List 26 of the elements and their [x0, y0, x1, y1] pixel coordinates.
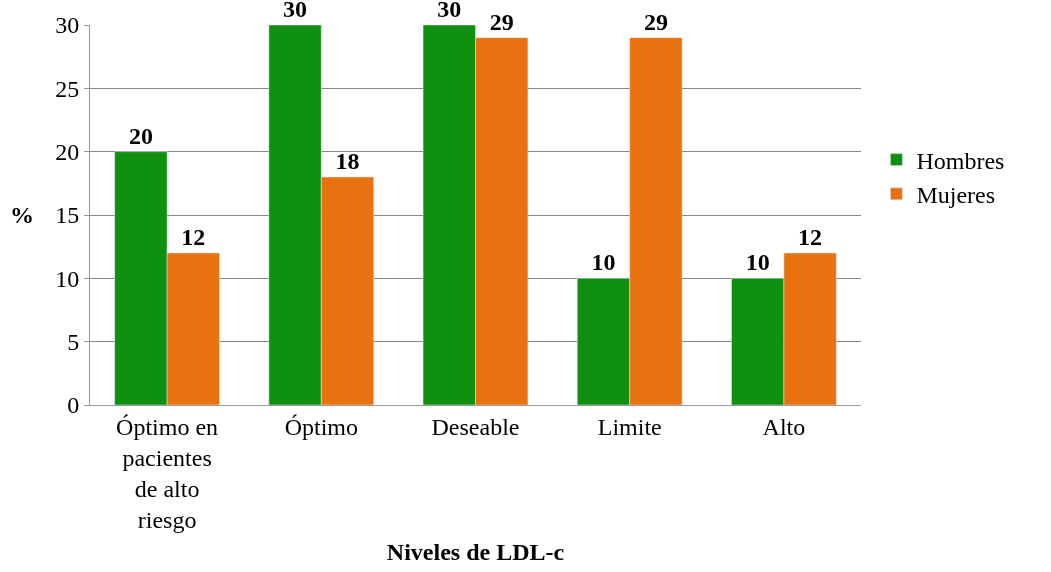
data-label: 30: [283, 0, 308, 22]
data-label: 10: [745, 249, 770, 276]
y-tick-label: 15: [55, 202, 80, 229]
legend-label: Mujeres: [916, 182, 996, 209]
y-tick-label: 30: [55, 12, 80, 39]
y-tick-label: 5: [67, 329, 80, 356]
data-label: 29: [643, 8, 668, 35]
x-tick-label: Alto: [762, 413, 806, 440]
data-label: 12: [181, 224, 206, 250]
y-axis-title: %: [10, 202, 34, 228]
y-tick-label: 10: [55, 265, 80, 292]
data-label: 29: [489, 8, 514, 35]
data-label: 18: [335, 148, 360, 174]
x-tick-label: Deseable: [431, 413, 520, 440]
y-tick-label: 0: [67, 392, 80, 419]
data-label: 12: [798, 224, 823, 250]
x-tick-label: Limite: [597, 413, 662, 440]
x-tick-label: Óptimo en pacientes de alto riesgo: [116, 413, 219, 534]
x-tick-label: Óptimo: [284, 413, 358, 440]
data-label: 10: [591, 249, 616, 276]
legend-label: Hombres: [916, 147, 1005, 174]
y-tick-label: 20: [55, 139, 80, 166]
data-label: 20: [128, 122, 153, 149]
x-axis-title: Niveles de LDL-c: [386, 538, 565, 565]
y-tick-label: 25: [55, 75, 80, 102]
data-label: 30: [437, 0, 462, 22]
